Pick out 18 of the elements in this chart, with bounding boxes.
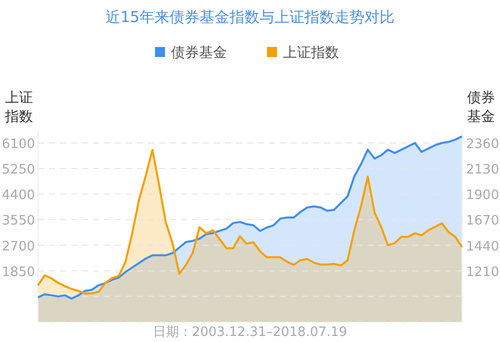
y-tick-label: 4400 (2, 188, 35, 204)
y2-tick-label: 2130 (466, 162, 500, 178)
legend-label: 债券基金 (171, 45, 227, 61)
y2-tick-label: 1440 (466, 239, 500, 254)
y2-tick-label: 1670 (466, 214, 500, 229)
y2-tick-label: 1900 (466, 188, 500, 204)
y-tick-label: 2700 (2, 239, 35, 254)
chart-title: 近15年来债券基金指数与上证指数走势对比 (105, 8, 395, 26)
legend-label: 上证指数 (283, 45, 339, 61)
y-axis-title: 上证指数 (4, 90, 33, 125)
text: 日期：2003.12.31–2018.07.19 (152, 325, 348, 340)
y2-tick-label: 2360 (466, 137, 500, 152)
y-tick-label: 6100 (2, 136, 35, 152)
y-tick-label: 3550 (2, 214, 35, 229)
y2-axis-title: 债券基金 (467, 90, 495, 125)
y-tick-label: 5250 (2, 162, 35, 178)
y-tick-label: 1850 (2, 264, 35, 280)
y2-tick-label: 1210 (466, 264, 500, 280)
